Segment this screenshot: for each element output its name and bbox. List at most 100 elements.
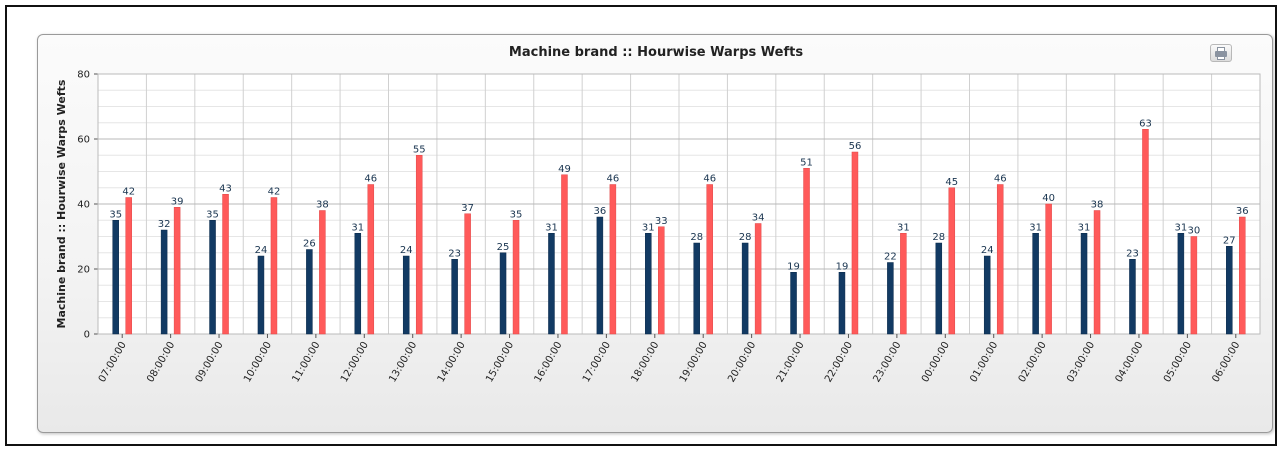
- bar[interactable]: [693, 242, 700, 335]
- bar[interactable]: [270, 197, 278, 335]
- data-label: 38: [1091, 200, 1104, 211]
- bar[interactable]: [996, 184, 1004, 335]
- x-tick-label: 02:00:00: [1017, 340, 1049, 384]
- bar[interactable]: [257, 255, 265, 335]
- print-button[interactable]: [1210, 44, 1232, 62]
- x-tick-label: 15:00:00: [484, 340, 516, 384]
- x-tick-label: 22:00:00: [823, 340, 855, 384]
- bar[interactable]: [319, 210, 326, 335]
- x-tick-label: 08:00:00: [145, 340, 177, 384]
- x-tick-label: 04:00:00: [1114, 340, 1146, 384]
- bar[interactable]: [596, 216, 604, 335]
- bar[interactable]: [706, 184, 713, 335]
- x-tick-label: 12:00:00: [339, 340, 371, 384]
- data-label: 46: [703, 174, 716, 185]
- bar[interactable]: [803, 168, 810, 335]
- data-label: 31: [1078, 222, 1091, 233]
- bar[interactable]: [1080, 233, 1088, 335]
- data-label: 51: [800, 157, 813, 168]
- bar[interactable]: [1239, 216, 1246, 335]
- data-label: 46: [994, 174, 1007, 185]
- x-tick-label: 03:00:00: [1065, 340, 1097, 384]
- bar[interactable]: [209, 220, 216, 335]
- bar[interactable]: [1032, 233, 1039, 335]
- data-label: 46: [364, 174, 377, 185]
- bar[interactable]: [415, 155, 423, 335]
- bar[interactable]: [367, 184, 375, 335]
- data-label: 39: [171, 196, 184, 207]
- data-label: 31: [1175, 222, 1188, 233]
- data-label: 27: [1223, 235, 1236, 246]
- data-label: 31: [897, 222, 910, 233]
- bar[interactable]: [609, 184, 617, 335]
- bar[interactable]: [948, 187, 956, 335]
- x-tick-label: 17:00:00: [581, 340, 613, 384]
- data-label: 24: [255, 245, 268, 256]
- x-tick-label: 18:00:00: [629, 340, 661, 384]
- bar[interactable]: [754, 223, 762, 335]
- data-label: 55: [413, 144, 426, 155]
- bar[interactable]: [464, 213, 471, 335]
- x-tick-label: 13:00:00: [387, 340, 419, 384]
- data-label: 28: [690, 232, 703, 243]
- bar[interactable]: [112, 220, 119, 335]
- bar[interactable]: [160, 229, 168, 335]
- bar[interactable]: [354, 233, 362, 335]
- chart-title: Machine brand :: Hourwise Warps Wefts: [508, 45, 804, 60]
- bar[interactable]: [1045, 203, 1052, 335]
- bar[interactable]: [1093, 210, 1101, 335]
- data-label: 42: [122, 187, 135, 198]
- bar[interactable]: [451, 259, 458, 335]
- bar[interactable]: [900, 233, 907, 335]
- bar[interactable]: [645, 233, 652, 335]
- data-label: 49: [558, 164, 571, 175]
- bar[interactable]: [1177, 233, 1185, 335]
- bar[interactable]: [887, 262, 894, 335]
- bar[interactable]: [306, 249, 313, 335]
- bar[interactable]: [935, 242, 943, 335]
- bar[interactable]: [402, 255, 410, 335]
- bar[interactable]: [1142, 129, 1149, 335]
- data-label: 19: [787, 261, 800, 272]
- data-label: 43: [219, 183, 232, 194]
- data-label: 34: [752, 213, 765, 224]
- bar[interactable]: [741, 242, 749, 335]
- data-label: 40: [1042, 193, 1055, 204]
- bar[interactable]: [125, 197, 132, 335]
- data-label: 35: [109, 209, 122, 220]
- data-label: 38: [316, 200, 329, 211]
- bar[interactable]: [173, 207, 181, 335]
- y-tick-label: 20: [77, 265, 90, 276]
- data-label: 36: [1236, 206, 1249, 217]
- data-label: 56: [849, 141, 862, 152]
- bar[interactable]: [499, 252, 507, 335]
- x-tick-label: 16:00:00: [533, 340, 565, 384]
- bar[interactable]: [851, 151, 859, 335]
- y-tick-label: 40: [77, 200, 90, 211]
- data-label: 19: [836, 261, 849, 272]
- data-label: 45: [945, 177, 958, 188]
- bar[interactable]: [838, 272, 846, 335]
- x-tick-label: 11:00:00: [290, 340, 322, 384]
- x-tick-label: 20:00:00: [726, 340, 758, 384]
- data-label: 28: [739, 232, 752, 243]
- bar[interactable]: [1226, 246, 1233, 335]
- bar[interactable]: [548, 233, 555, 335]
- bar[interactable]: [1129, 259, 1136, 335]
- bar[interactable]: [512, 220, 520, 335]
- bar[interactable]: [222, 194, 229, 335]
- bar[interactable]: [790, 272, 797, 335]
- bar[interactable]: [983, 255, 991, 335]
- bar[interactable]: [1190, 236, 1198, 335]
- x-tick-label: 14:00:00: [436, 340, 468, 384]
- x-tick-label: 01:00:00: [968, 340, 1000, 384]
- data-label: 32: [158, 219, 171, 230]
- x-tick-label: 23:00:00: [871, 340, 903, 384]
- bar[interactable]: [658, 226, 665, 335]
- y-tick-label: 80: [77, 70, 90, 81]
- bar[interactable]: [561, 174, 568, 335]
- plot-border: [97, 73, 1261, 335]
- data-label: 30: [1188, 226, 1201, 237]
